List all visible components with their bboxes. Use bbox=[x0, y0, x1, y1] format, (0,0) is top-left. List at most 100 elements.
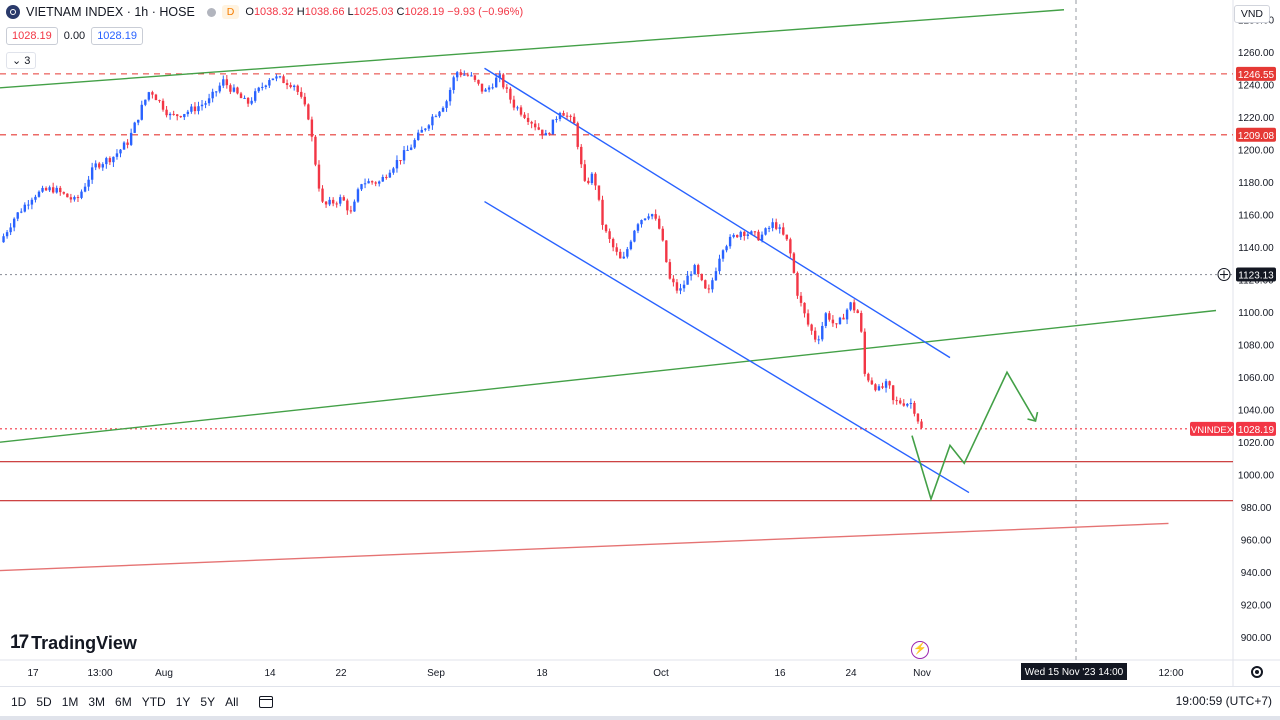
trendline bbox=[0, 9, 1065, 89]
ask-price-button[interactable]: 1028.19 bbox=[91, 27, 143, 45]
candle bbox=[310, 116, 314, 142]
candle bbox=[321, 185, 324, 204]
candle-body bbox=[2, 236, 5, 243]
candle-body bbox=[895, 400, 898, 402]
candle-body bbox=[448, 89, 452, 102]
candle-body bbox=[498, 74, 501, 78]
candle bbox=[668, 258, 672, 280]
candle-body bbox=[204, 103, 207, 105]
candle bbox=[562, 110, 565, 116]
candle-body bbox=[555, 119, 558, 121]
candle-body bbox=[211, 91, 214, 99]
candle bbox=[817, 335, 820, 345]
candle bbox=[112, 156, 115, 168]
candle-body bbox=[264, 85, 268, 87]
candle-body bbox=[438, 111, 441, 117]
candle bbox=[367, 178, 370, 184]
symbol-header: VIETNAM INDEX · 1h · HOSE D O1038.32 H10… bbox=[6, 5, 523, 19]
candle bbox=[902, 399, 905, 407]
timeframe-ytd[interactable]: YTD bbox=[141, 695, 166, 709]
candle-body bbox=[849, 302, 852, 310]
candle-body bbox=[374, 182, 377, 184]
candle-body bbox=[785, 234, 789, 240]
symbol-title[interactable]: VIETNAM INDEX · 1h · HOSE bbox=[26, 5, 195, 19]
candle-body bbox=[296, 85, 299, 92]
candle bbox=[44, 186, 48, 192]
open-label: O bbox=[245, 6, 254, 18]
candle bbox=[611, 237, 615, 252]
timeframe-6m[interactable]: 6M bbox=[115, 695, 132, 709]
candle-body bbox=[562, 113, 565, 116]
candle-body bbox=[466, 74, 470, 76]
bid-price-button[interactable]: 1028.19 bbox=[6, 27, 58, 45]
candle bbox=[576, 121, 579, 150]
y-tick-label: 940.00 bbox=[1241, 568, 1272, 579]
y-tick-label: 1020.00 bbox=[1238, 438, 1275, 449]
candle-body bbox=[697, 265, 700, 274]
candle-body bbox=[236, 87, 239, 94]
candle-body bbox=[431, 116, 434, 126]
candle bbox=[558, 111, 562, 122]
high-value: 1038.66 bbox=[304, 6, 345, 18]
candle-body bbox=[409, 147, 413, 150]
timeframe-5y[interactable]: 5Y bbox=[200, 695, 216, 709]
price-label-bg bbox=[1236, 66, 1276, 81]
candle bbox=[530, 120, 533, 129]
candle bbox=[838, 316, 842, 325]
candle bbox=[774, 218, 778, 231]
candle-body bbox=[98, 163, 101, 168]
timeframe-all[interactable]: All bbox=[225, 695, 239, 709]
candle bbox=[459, 69, 462, 78]
candle bbox=[916, 413, 920, 424]
x-tick-label: Oct bbox=[653, 668, 669, 679]
candle bbox=[278, 75, 282, 79]
candle-body bbox=[824, 313, 828, 326]
candle bbox=[551, 119, 555, 135]
candle-body bbox=[838, 317, 842, 325]
candle-body bbox=[342, 197, 345, 201]
candle bbox=[314, 135, 317, 167]
candle bbox=[73, 195, 76, 202]
candle bbox=[502, 73, 505, 90]
gear-icon[interactable] bbox=[1251, 666, 1263, 678]
candle-body bbox=[870, 380, 874, 385]
clock[interactable]: 19:00:59 (UTC+7) bbox=[1175, 694, 1272, 708]
candle bbox=[140, 100, 143, 121]
tradingview-logo[interactable]: 17 TradingView bbox=[10, 632, 137, 654]
x-tick-label: 18 bbox=[536, 668, 548, 679]
candle bbox=[721, 249, 725, 262]
timeframe-5d[interactable]: 5D bbox=[36, 695, 52, 709]
lightning-icon[interactable]: ⚡ bbox=[911, 641, 929, 659]
indicators-toggle[interactable]: ⌄ 3 bbox=[6, 52, 37, 69]
candle bbox=[700, 273, 703, 282]
candle-body bbox=[253, 91, 257, 101]
candle bbox=[537, 123, 540, 131]
candle bbox=[229, 83, 232, 95]
candle-body bbox=[491, 87, 494, 89]
candle bbox=[877, 384, 881, 392]
price-label-tag-bg bbox=[1190, 421, 1234, 436]
candle-body bbox=[239, 93, 243, 99]
candle-body bbox=[615, 247, 618, 252]
candle bbox=[66, 193, 69, 198]
candle-body bbox=[126, 142, 129, 145]
timeframe-3m[interactable]: 3M bbox=[88, 695, 106, 709]
candle bbox=[239, 91, 243, 99]
timeframe-1m[interactable]: 1M bbox=[61, 695, 79, 709]
candle-body bbox=[140, 104, 143, 120]
candle bbox=[328, 196, 331, 207]
candle-body bbox=[307, 104, 310, 120]
candle-body bbox=[218, 85, 221, 92]
candle bbox=[59, 185, 62, 196]
currency-selector[interactable]: VND bbox=[1233, 5, 1270, 23]
candle-body bbox=[817, 339, 820, 341]
timeframe-1y[interactable]: 1Y bbox=[175, 695, 191, 709]
candle bbox=[633, 229, 636, 243]
timeframe-1d[interactable]: 1D bbox=[11, 695, 27, 709]
candle bbox=[626, 246, 629, 259]
candle-body bbox=[59, 187, 62, 193]
crosshair-time-bg bbox=[1021, 663, 1127, 680]
candle-body bbox=[335, 203, 338, 205]
calendar-icon[interactable] bbox=[259, 696, 274, 708]
